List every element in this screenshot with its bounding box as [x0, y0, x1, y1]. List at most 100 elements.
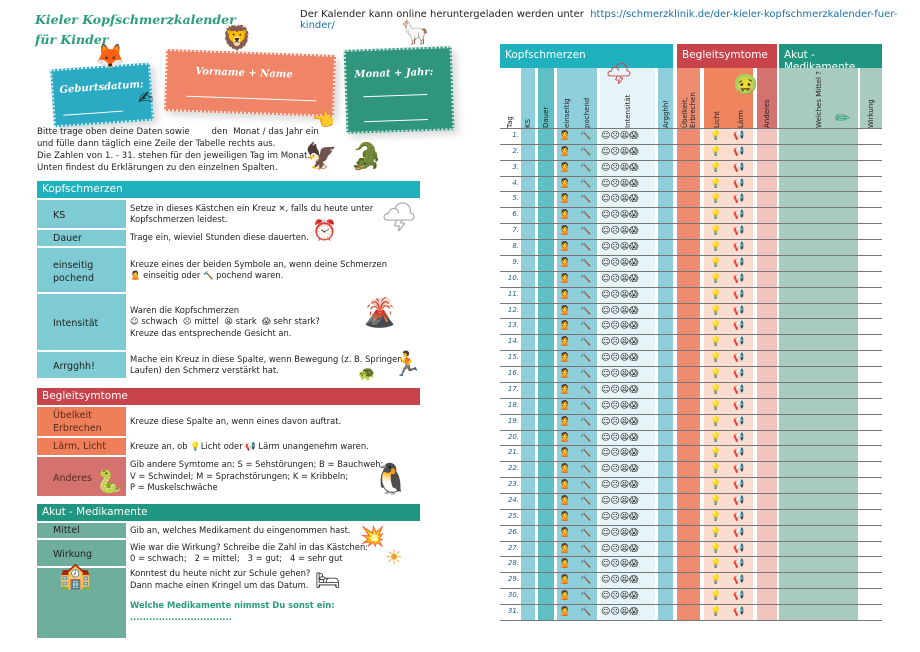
megaphone-icon[interactable]: 📢 [733, 353, 745, 364]
hammer-icon[interactable]: 🔨 [580, 448, 592, 459]
intensity-faces-icon[interactable]: ☺☹😫😱 [601, 432, 639, 443]
intensity-faces-icon[interactable]: ☺☹😫😱 [601, 480, 639, 491]
lightbulb-icon[interactable]: 💡 [710, 353, 722, 364]
intensity-faces-icon[interactable]: ☺☹😫😱 [601, 273, 639, 284]
lightbulb-icon[interactable]: 💡 [710, 384, 722, 395]
megaphone-icon[interactable]: 📢 [733, 321, 745, 332]
megaphone-icon[interactable]: 📢 [733, 464, 745, 475]
one-sided-head-icon[interactable]: 🙎 [559, 607, 571, 618]
one-sided-head-icon[interactable]: 🙎 [559, 226, 571, 237]
one-sided-head-icon[interactable]: 🙎 [559, 400, 571, 411]
birthdate-field[interactable] [63, 110, 124, 116]
one-sided-head-icon[interactable]: 🙎 [559, 146, 571, 157]
megaphone-icon[interactable]: 📢 [733, 178, 745, 189]
megaphone-icon[interactable]: 📢 [733, 210, 745, 221]
year-field[interactable] [364, 119, 429, 123]
megaphone-icon[interactable]: 📢 [733, 162, 745, 173]
intensity-faces-icon[interactable]: ☺☹😫😱 [601, 257, 639, 268]
megaphone-icon[interactable]: 📢 [733, 400, 745, 411]
one-sided-head-icon[interactable]: 🙎 [559, 178, 571, 189]
lightbulb-icon[interactable]: 💡 [710, 273, 722, 284]
megaphone-icon[interactable]: 📢 [733, 543, 745, 554]
hammer-icon[interactable]: 🔨 [580, 226, 592, 237]
one-sided-head-icon[interactable]: 🙎 [559, 527, 571, 538]
hammer-icon[interactable]: 🔨 [580, 257, 592, 268]
intensity-faces-icon[interactable]: ☺☹😫😱 [601, 575, 639, 586]
intensity-faces-icon[interactable]: ☺☹😫😱 [601, 178, 639, 189]
intensity-faces-icon[interactable]: ☺☹😫😱 [601, 543, 639, 554]
intensity-faces-icon[interactable]: ☺☹😫😱 [601, 369, 639, 380]
hammer-icon[interactable]: 🔨 [580, 400, 592, 411]
intensity-faces-icon[interactable]: ☺☹😫😱 [601, 511, 639, 522]
megaphone-icon[interactable]: 📢 [733, 146, 745, 157]
one-sided-head-icon[interactable]: 🙎 [559, 337, 571, 348]
intensity-faces-icon[interactable]: ☺☹😫😱 [601, 400, 639, 411]
one-sided-head-icon[interactable]: 🙎 [559, 305, 571, 316]
hammer-icon[interactable]: 🔨 [580, 511, 592, 522]
hammer-icon[interactable]: 🔨 [580, 305, 592, 316]
megaphone-icon[interactable]: 📢 [733, 575, 745, 586]
megaphone-icon[interactable]: 📢 [733, 591, 745, 602]
megaphone-icon[interactable]: 📢 [733, 384, 745, 395]
hammer-icon[interactable]: 🔨 [580, 527, 592, 538]
hammer-icon[interactable]: 🔨 [580, 480, 592, 491]
one-sided-head-icon[interactable]: 🙎 [559, 543, 571, 554]
one-sided-head-icon[interactable]: 🙎 [559, 321, 571, 332]
megaphone-icon[interactable]: 📢 [733, 432, 745, 443]
one-sided-head-icon[interactable]: 🙎 [559, 289, 571, 300]
lightbulb-icon[interactable]: 💡 [710, 257, 722, 268]
lightbulb-icon[interactable]: 💡 [710, 559, 722, 570]
hammer-icon[interactable]: 🔨 [580, 146, 592, 157]
intensity-faces-icon[interactable]: ☺☹😫😱 [601, 226, 639, 237]
hammer-icon[interactable]: 🔨 [580, 559, 592, 570]
one-sided-head-icon[interactable]: 🙎 [559, 353, 571, 364]
megaphone-icon[interactable]: 📢 [733, 416, 745, 427]
one-sided-head-icon[interactable]: 🙎 [559, 162, 571, 173]
one-sided-head-icon[interactable]: 🙎 [559, 448, 571, 459]
lightbulb-icon[interactable]: 💡 [710, 591, 722, 602]
hammer-icon[interactable]: 🔨 [580, 242, 592, 253]
one-sided-head-icon[interactable]: 🙎 [559, 416, 571, 427]
megaphone-icon[interactable]: 📢 [733, 607, 745, 618]
megaphone-icon[interactable]: 📢 [733, 527, 745, 538]
hammer-icon[interactable]: 🔨 [580, 131, 592, 141]
intensity-faces-icon[interactable]: ☺☹😫😱 [601, 416, 639, 427]
intensity-faces-icon[interactable]: ☺☹😫😱 [601, 464, 639, 475]
lightbulb-icon[interactable]: 💡 [710, 146, 722, 157]
intensity-faces-icon[interactable]: ☺☹😫😱 [601, 527, 639, 538]
intensity-faces-icon[interactable]: ☺☹😫😱 [601, 337, 639, 348]
megaphone-icon[interactable]: 📢 [733, 131, 745, 141]
megaphone-icon[interactable]: 📢 [733, 559, 745, 570]
megaphone-icon[interactable]: 📢 [733, 305, 745, 316]
intensity-faces-icon[interactable]: ☺☹😫😱 [601, 496, 639, 506]
lightbulb-icon[interactable]: 💡 [710, 337, 722, 348]
hammer-icon[interactable]: 🔨 [580, 591, 592, 602]
one-sided-head-icon[interactable]: 🙎 [559, 257, 571, 268]
one-sided-head-icon[interactable]: 🙎 [559, 559, 571, 570]
hammer-icon[interactable]: 🔨 [580, 464, 592, 475]
lightbulb-icon[interactable]: 💡 [710, 226, 722, 237]
one-sided-head-icon[interactable]: 🙎 [559, 369, 571, 380]
lightbulb-icon[interactable]: 💡 [710, 178, 722, 189]
megaphone-icon[interactable]: 📢 [733, 496, 745, 506]
hammer-icon[interactable]: 🔨 [580, 384, 592, 395]
hammer-icon[interactable]: 🔨 [580, 416, 592, 427]
lightbulb-icon[interactable]: 💡 [710, 543, 722, 554]
hammer-icon[interactable]: 🔨 [580, 337, 592, 348]
hammer-icon[interactable]: 🔨 [580, 289, 592, 300]
lightbulb-icon[interactable]: 💡 [710, 400, 722, 411]
lightbulb-icon[interactable]: 💡 [710, 496, 722, 506]
hammer-icon[interactable]: 🔨 [580, 353, 592, 364]
one-sided-head-icon[interactable]: 🙎 [559, 464, 571, 475]
one-sided-head-icon[interactable]: 🙎 [559, 273, 571, 284]
one-sided-head-icon[interactable]: 🙎 [559, 242, 571, 253]
hammer-icon[interactable]: 🔨 [580, 543, 592, 554]
intensity-faces-icon[interactable]: ☺☹😫😱 [601, 242, 639, 253]
intensity-faces-icon[interactable]: ☺☹😫😱 [601, 384, 639, 395]
intensity-faces-icon[interactable]: ☺☹😫😱 [601, 194, 639, 205]
one-sided-head-icon[interactable]: 🙎 [559, 591, 571, 602]
hammer-icon[interactable]: 🔨 [580, 162, 592, 173]
megaphone-icon[interactable]: 📢 [733, 337, 745, 348]
one-sided-head-icon[interactable]: 🙎 [559, 511, 571, 522]
intensity-faces-icon[interactable]: ☺☹😫😱 [601, 321, 639, 332]
